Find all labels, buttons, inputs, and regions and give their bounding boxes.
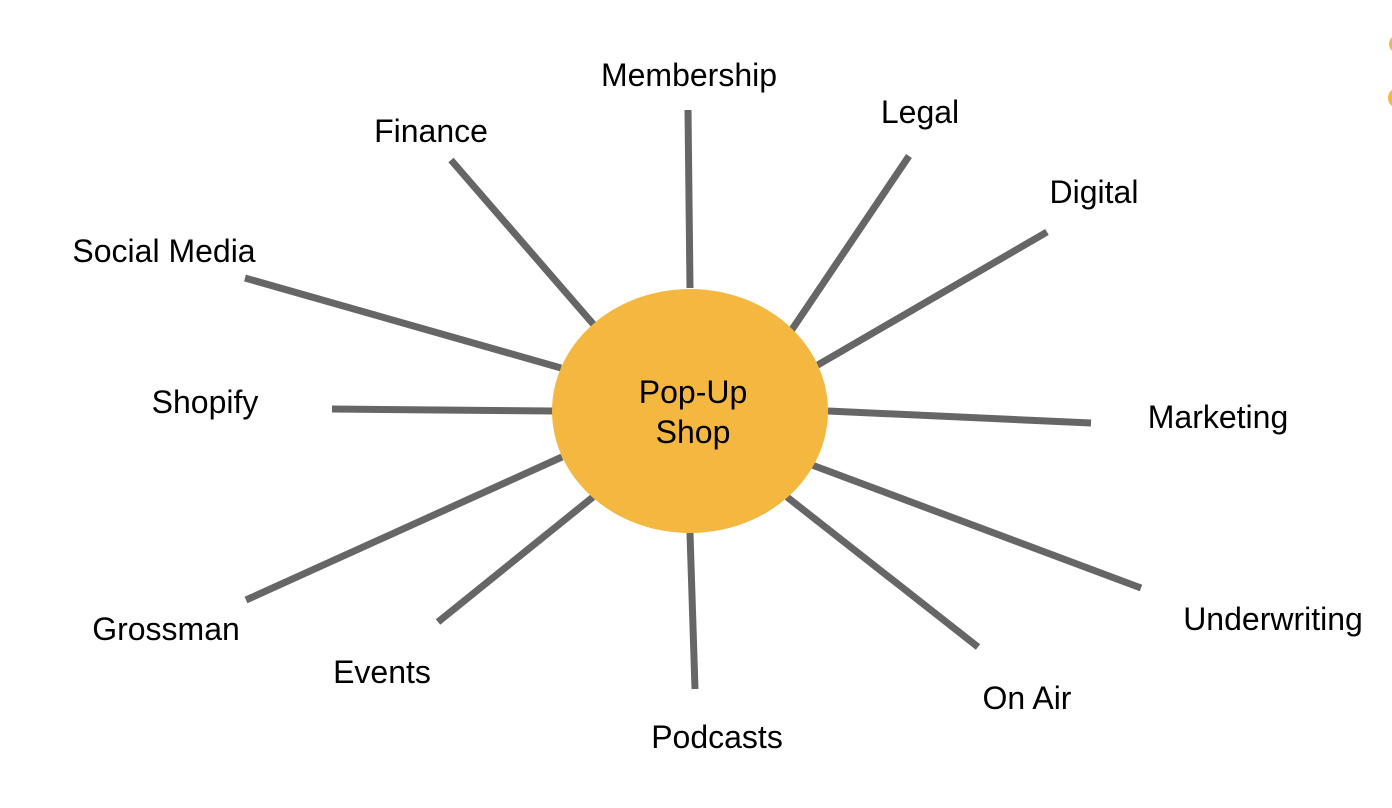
spoke-podcasts bbox=[686, 532, 699, 690]
node-label-marketing: Marketing bbox=[1148, 399, 1289, 435]
spoke-events bbox=[435, 494, 596, 625]
spoke-membership bbox=[684, 109, 694, 289]
node-label-underwriting: Underwriting bbox=[1183, 601, 1363, 637]
spoke-digital bbox=[814, 228, 1049, 370]
node-label-on-air: On Air bbox=[983, 680, 1072, 716]
node-label-shopify: Shopify bbox=[152, 384, 259, 420]
node-label-legal: Legal bbox=[881, 94, 959, 130]
node-label-podcasts: Podcasts bbox=[651, 719, 783, 755]
spoke-social-media bbox=[244, 274, 562, 372]
spoke-grossman bbox=[244, 453, 564, 604]
node-label-events: Events bbox=[333, 654, 431, 690]
spokes-group bbox=[244, 109, 1143, 690]
node-label-grossman: Grossman bbox=[92, 611, 240, 647]
node-labels-group: Membership Legal Digital Marketing Underwrit… bbox=[72, 57, 1362, 755]
node-label-digital: Digital bbox=[1050, 174, 1139, 210]
spoke-finance bbox=[448, 157, 597, 328]
hub-label-line1: Pop-Up bbox=[639, 374, 748, 410]
hub-label-line2: Shop bbox=[656, 414, 731, 450]
spoke-shopify bbox=[331, 405, 554, 415]
edge-dot-top bbox=[1389, 37, 1392, 51]
hub-node bbox=[552, 289, 828, 533]
node-label-finance: Finance bbox=[374, 113, 488, 149]
node-label-social-media: Social Media bbox=[72, 233, 255, 269]
node-label-membership: Membership bbox=[601, 57, 777, 93]
spoke-marketing bbox=[827, 407, 1092, 427]
edge-dot-bottom bbox=[1388, 90, 1392, 106]
spoke-legal bbox=[788, 154, 912, 333]
spoke-on-air bbox=[784, 494, 981, 650]
spoke-underwriting bbox=[810, 461, 1143, 592]
